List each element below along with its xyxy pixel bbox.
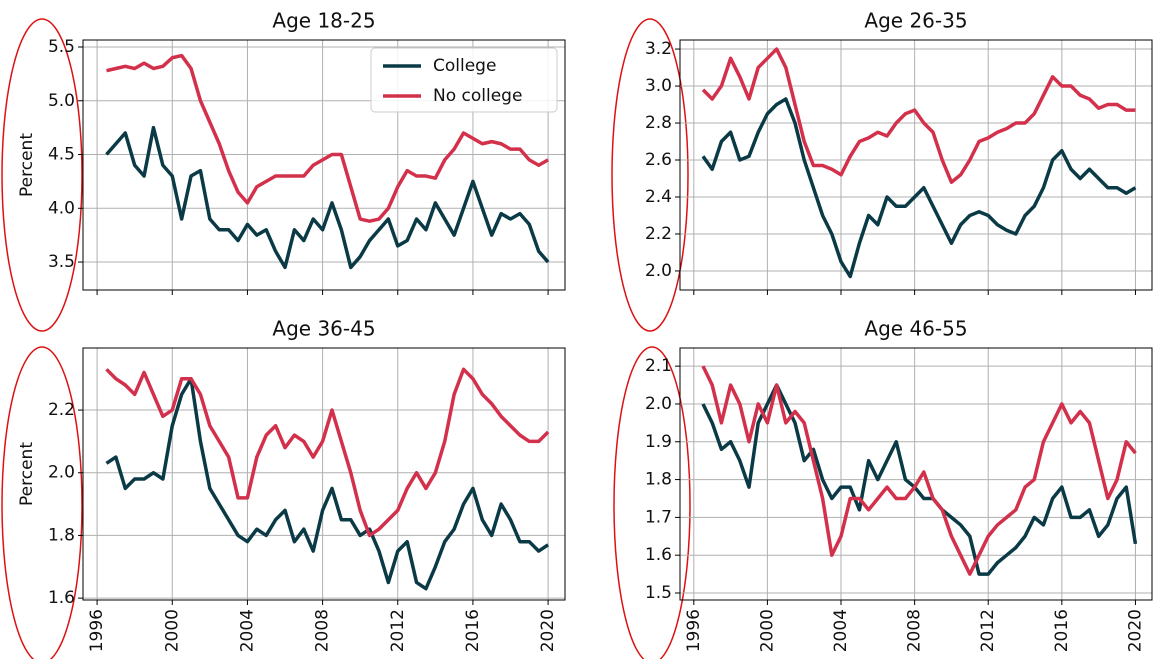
legend: College No college <box>370 47 558 113</box>
subplot: Age 18-25 Percent 3.5 4.0 4.5 5.0 5.5 College No… <box>17 9 566 295</box>
y-tick-label: 1.9 <box>645 432 672 452</box>
x-tick-label: 2000 <box>757 609 777 652</box>
y-tick-label: 2.2 <box>48 400 75 420</box>
y-tick-label: 2.2 <box>645 224 672 244</box>
y-tick-label: 2.6 <box>645 150 672 170</box>
y-tick-label: 1.6 <box>48 588 75 608</box>
y-tick-label: 4.5 <box>48 145 75 165</box>
subplot: Age 26-35 2.0 2.2 2.4 2.6 2.8 3.0 3.2 <box>645 9 1153 295</box>
x-tick-label: 2000 <box>162 609 182 652</box>
annotation-ellipse <box>1 18 83 332</box>
series-line <box>701 47 1136 184</box>
axes-frame <box>679 347 1153 601</box>
y-tick-label: 5.0 <box>48 91 75 111</box>
subplot-title: Age 36-45 <box>272 317 375 341</box>
x-tick-label: 2016 <box>463 609 483 652</box>
y-tick-label: 2.0 <box>645 261 672 281</box>
y-tick-label: 5.5 <box>48 37 75 57</box>
series-line <box>701 365 1137 576</box>
y-tick-label: 3.0 <box>645 76 672 96</box>
x-tick-label: 2020 <box>1125 609 1145 652</box>
y-tick-label: 1.8 <box>645 470 672 490</box>
y-tick-label: 1.7 <box>645 507 672 527</box>
y-tick-label: 1.5 <box>645 583 672 603</box>
series-line <box>105 367 550 538</box>
axes-frame <box>82 347 566 601</box>
y-tick-label: 2.0 <box>645 394 672 414</box>
annotation-ellipse <box>1 346 83 659</box>
y-tick-label: 2.1 <box>645 356 672 376</box>
series-line <box>106 53 549 223</box>
legend-label: College <box>433 56 496 76</box>
x-tick-label: 2016 <box>1052 609 1072 652</box>
subplot-title: Age 18-25 <box>272 9 375 33</box>
subplot-title: Age 46-55 <box>864 317 967 341</box>
y-tick-label: 3.5 <box>48 252 75 272</box>
x-tick-label: 2004 <box>237 609 257 652</box>
y-tick-label: 2.4 <box>645 187 672 207</box>
series-line <box>105 125 550 270</box>
annotation-ellipses <box>1 18 691 659</box>
y-tick-label: 2.0 <box>48 463 75 483</box>
y-tick-label: 3.2 <box>645 39 672 59</box>
series-line <box>701 97 1137 279</box>
annotation-ellipse <box>613 346 691 659</box>
x-tick-label: 2020 <box>538 609 558 652</box>
x-tick-label: 2012 <box>388 609 408 652</box>
y-tick-label: 1.8 <box>48 525 75 545</box>
subplot: Age 46-55 1.5 1.6 1.7 1.8 1.9 2.0 2.1 1996 2000 20… <box>645 317 1153 652</box>
x-tick-label: 1996 <box>684 609 704 652</box>
x-tick-label: 1996 <box>87 609 107 652</box>
y-tick-label: 1.6 <box>645 545 672 565</box>
subplot-title: Age 26-35 <box>864 9 967 33</box>
y-tick-label: 4.0 <box>48 198 75 218</box>
axes-frame <box>679 39 1153 291</box>
x-tick-label: 2008 <box>313 609 333 652</box>
x-tick-label: 2004 <box>831 609 851 652</box>
y-axis-label: Percent <box>17 442 37 506</box>
annotation-ellipse <box>611 18 689 332</box>
axes-frame <box>82 39 566 291</box>
y-tick-label: 2.8 <box>645 113 672 133</box>
subplot: Age 36-45 Percent 1.6 1.8 2.0 2.2 1996 2000 2004… <box>17 317 566 652</box>
x-tick-label: 2012 <box>978 609 998 652</box>
legend-label: No college <box>433 86 522 106</box>
y-axis-label: Percent <box>17 133 37 197</box>
series-line <box>105 376 550 591</box>
x-tick-label: 2008 <box>905 609 925 652</box>
